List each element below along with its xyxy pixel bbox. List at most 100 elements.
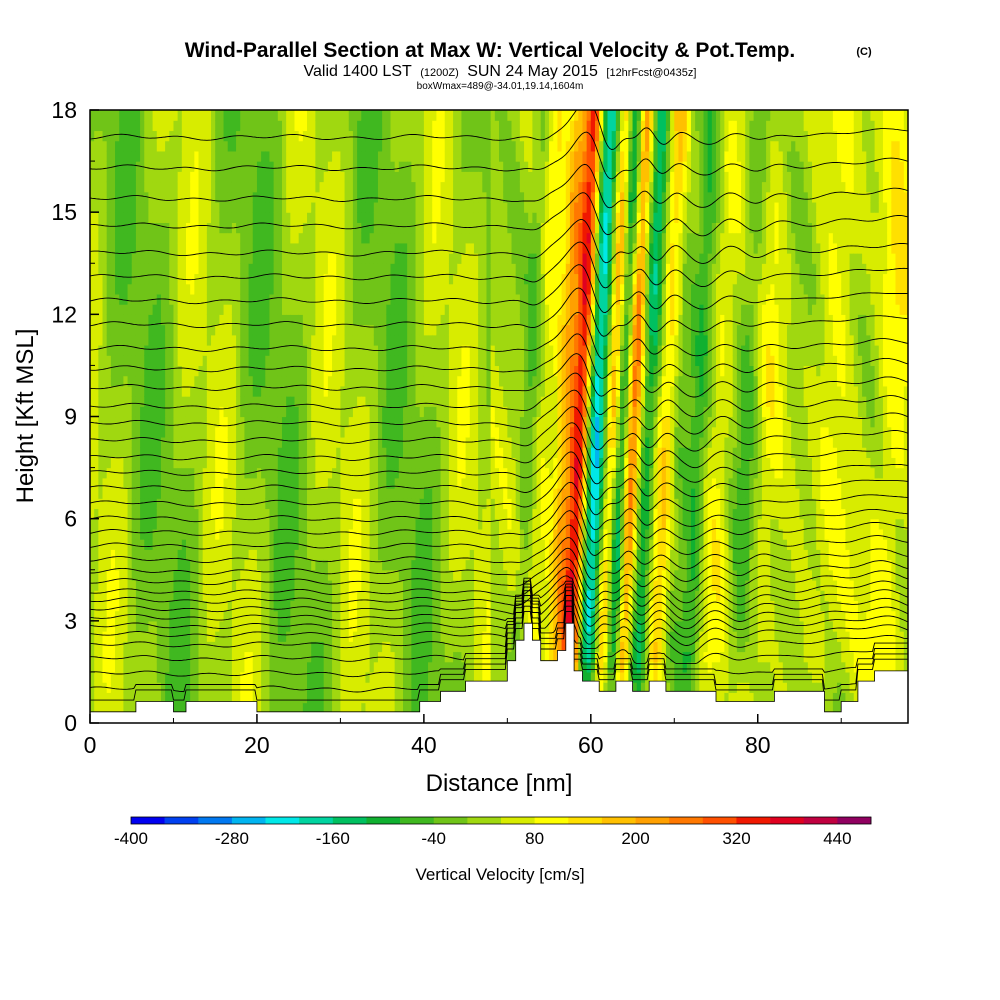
field-cell [148, 273, 154, 285]
field-cell [365, 120, 371, 132]
field-cell [419, 304, 425, 315]
field-cell [411, 242, 417, 254]
field-cell [177, 120, 183, 132]
field-cell [386, 355, 392, 367]
field-cell [336, 344, 341, 356]
field-cell [265, 355, 271, 367]
field-cell [419, 447, 425, 458]
field-cell [357, 344, 362, 356]
field-cell [240, 273, 246, 285]
field-cell [185, 477, 191, 489]
field-cell [131, 344, 137, 356]
field-cell [386, 702, 392, 714]
field-cell [428, 201, 433, 213]
field-cell [131, 171, 137, 183]
field-cell [336, 120, 341, 132]
field-cell [94, 426, 99, 438]
field-cell [432, 426, 437, 438]
field-cell [152, 201, 158, 213]
field-cell [344, 232, 350, 244]
field-cell [432, 201, 437, 213]
field-cell [127, 161, 133, 172]
field-cell [152, 171, 158, 183]
field-cell [206, 201, 212, 213]
field-cell [419, 273, 425, 285]
field-cell [394, 488, 400, 499]
field-cell [348, 130, 354, 142]
field-cell [135, 191, 141, 203]
field-cell [106, 365, 112, 377]
field-cell [227, 232, 233, 244]
field-cell [156, 385, 162, 397]
field-cell [290, 579, 296, 591]
field-cell [398, 273, 404, 285]
field-cell [369, 528, 375, 540]
field-cell [106, 600, 112, 612]
field-cell [286, 447, 291, 458]
field-cell [165, 273, 170, 285]
field-cell [407, 508, 412, 520]
field-cell [240, 120, 246, 132]
field-cell [261, 324, 266, 336]
field-cell [119, 334, 124, 346]
field-cell [411, 130, 417, 142]
field-cell [140, 457, 145, 469]
field-cell [415, 488, 421, 499]
field-cell [223, 283, 229, 295]
field-cell [377, 201, 383, 213]
field-cell [206, 253, 212, 264]
field-cell [365, 661, 371, 673]
field-cell [98, 222, 104, 234]
field-cell [302, 528, 308, 540]
field-cell [173, 150, 179, 162]
field-cell [240, 579, 246, 591]
field-cell [236, 559, 241, 571]
field-cell [273, 304, 279, 315]
field-cell [252, 569, 258, 581]
field-cell [428, 222, 433, 234]
field-cell [202, 130, 208, 142]
field-cell [377, 457, 383, 469]
field-cell [407, 447, 412, 458]
field-cell [415, 150, 421, 162]
field-cell [361, 416, 367, 428]
field-cell [185, 406, 191, 418]
field-cell [403, 253, 408, 264]
field-cell [244, 610, 250, 622]
field-cell [110, 498, 116, 510]
field-cell [165, 181, 170, 193]
field-cell [94, 344, 99, 356]
field-cell [290, 253, 296, 264]
field-cell [135, 242, 141, 254]
field-cell [357, 477, 362, 489]
field-cell [123, 242, 129, 254]
field-cell [377, 130, 383, 142]
field-cell [340, 559, 346, 571]
field-cell [415, 385, 421, 397]
field-cell [361, 242, 367, 254]
field-cell [327, 283, 333, 295]
field-cell [265, 559, 271, 571]
field-cell [185, 508, 191, 520]
field-cell [194, 620, 200, 632]
field-cell [394, 212, 400, 223]
field-cell [419, 426, 425, 438]
field-cell [311, 110, 316, 121]
field-cell [94, 314, 99, 326]
field-cell [277, 457, 283, 469]
field-cell [194, 457, 200, 469]
field-cell [110, 692, 116, 704]
field-cell [307, 457, 312, 469]
field-cell [419, 334, 425, 346]
field-cell [152, 498, 158, 510]
field-cell [127, 579, 133, 591]
field-cell [365, 232, 371, 244]
field-cell [382, 253, 387, 264]
field-cell [198, 569, 204, 581]
field-cell [398, 191, 404, 203]
field-cell [336, 528, 341, 540]
field-cell [365, 110, 371, 121]
field-cell [219, 191, 225, 203]
field-cell [219, 263, 225, 275]
field-cell [152, 222, 158, 234]
